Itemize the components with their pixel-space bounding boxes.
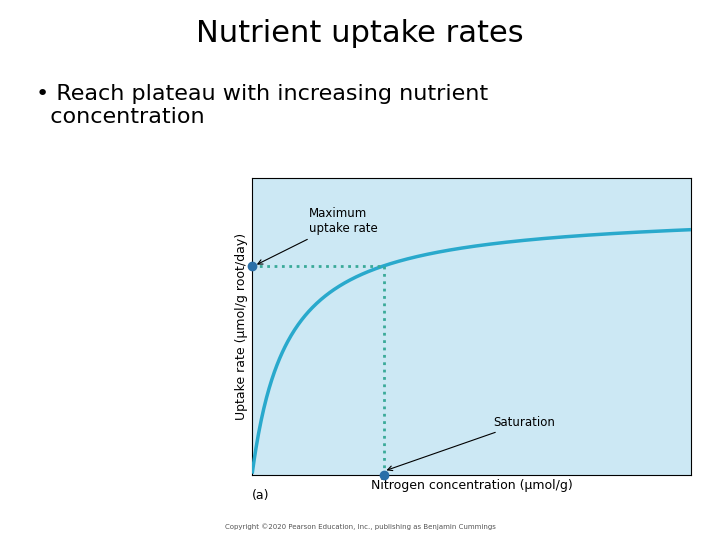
X-axis label: Nitrogen concentration (μmol/g): Nitrogen concentration (μmol/g) (371, 480, 572, 492)
Text: (a): (a) (252, 489, 269, 502)
Text: Saturation: Saturation (387, 416, 555, 470)
Text: Nutrient uptake rates: Nutrient uptake rates (196, 19, 524, 48)
Text: • Reach plateau with increasing nutrient
  concentration: • Reach plateau with increasing nutrient… (36, 84, 488, 127)
Y-axis label: Uptake rate (μmol/g root/day): Uptake rate (μmol/g root/day) (235, 233, 248, 420)
Text: Maximum
uptake rate: Maximum uptake rate (258, 207, 378, 264)
Text: Copyright ©2020 Pearson Education, Inc., publishing as Benjamin Cummings: Copyright ©2020 Pearson Education, Inc.,… (225, 524, 495, 530)
